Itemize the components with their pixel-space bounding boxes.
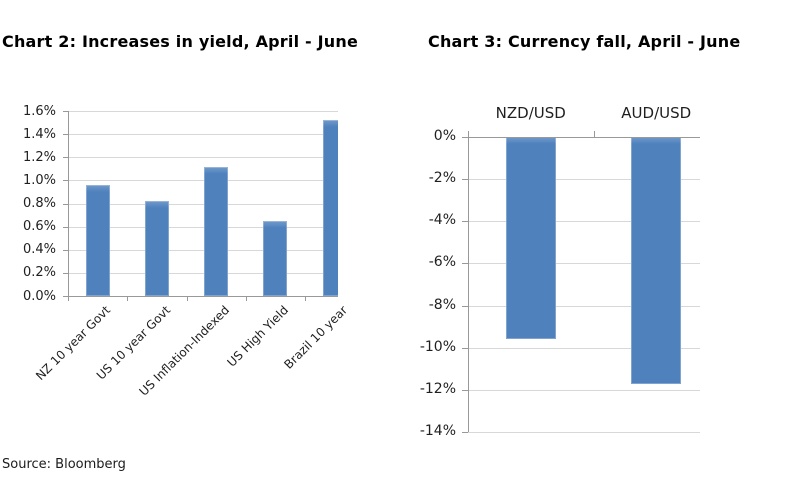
- y-axis-tick: [462, 137, 468, 138]
- y-axis-tick: [63, 249, 68, 251]
- gridline: [68, 111, 338, 112]
- y-axis-label: 1.0%: [22, 172, 56, 188]
- bar-us-high-yield: [263, 220, 288, 296]
- bar-nzd-usd: [505, 137, 556, 340]
- x-axis-tick: [245, 296, 247, 301]
- y-axis-label: 1.2%: [22, 149, 56, 165]
- y-axis-tick: [63, 203, 68, 205]
- y-axis: [468, 131, 469, 432]
- y-axis: [68, 111, 69, 301]
- gridline: [468, 305, 700, 307]
- y-axis-tick: [462, 389, 468, 391]
- gridline: [68, 134, 338, 136]
- y-axis-tick: [63, 180, 68, 182]
- y-axis-tick: [63, 134, 68, 136]
- y-axis-tick: [462, 221, 468, 223]
- y-axis-label: -2%: [428, 170, 456, 187]
- currency-chart-title: Chart 3: Currency fall, April - June: [428, 32, 741, 51]
- x-axis: [64, 296, 338, 297]
- y-axis-label: -8%: [428, 296, 456, 313]
- y-axis-label: 0.2%: [22, 265, 56, 281]
- y-axis-tick: [462, 305, 468, 307]
- gridline: [468, 221, 700, 223]
- y-axis-label: 1.4%: [22, 126, 56, 142]
- y-axis-tick: [462, 347, 468, 349]
- y-axis-tick: [63, 272, 68, 274]
- y-axis-label: -14%: [419, 423, 456, 439]
- category-label-nzd-usd: NZD/USD: [495, 104, 566, 122]
- x-axis-tick: [305, 296, 306, 301]
- y-axis-tick: [462, 432, 468, 433]
- y-axis-tick: [63, 111, 68, 112]
- y-axis-label: 0%: [433, 128, 456, 144]
- y-axis-tick: [63, 157, 68, 159]
- bar-us-inflation-indexed: [204, 166, 229, 296]
- gridline: [468, 389, 700, 391]
- gridline: [68, 226, 338, 228]
- gridline: [468, 347, 700, 349]
- gridline: [68, 157, 338, 159]
- bar-us-10-year-govt: [144, 201, 169, 296]
- category-separator-tick: [593, 131, 595, 137]
- gridline: [468, 263, 700, 265]
- y-axis-tick: [462, 179, 468, 181]
- y-axis-tick: [462, 263, 468, 265]
- y-axis-label: -10%: [419, 338, 456, 355]
- bar-nz-10-year-govt: [85, 185, 110, 296]
- y-axis-label: -6%: [428, 254, 456, 271]
- gridline: [68, 272, 338, 274]
- gridline: [68, 180, 338, 182]
- y-axis-label: 1.6%: [22, 103, 56, 119]
- category-label-aud-usd: AUD/USD: [621, 104, 692, 122]
- y-axis-label: -4%: [428, 212, 456, 229]
- bar-brazil-10-year: [322, 120, 338, 296]
- x-axis: [468, 137, 700, 138]
- currency-plot-area: [468, 137, 700, 432]
- source-note: Source: Bloomberg: [2, 457, 126, 472]
- y-axis-tick: [63, 296, 68, 297]
- y-axis-label: -12%: [419, 380, 456, 397]
- gridline: [68, 249, 338, 251]
- bar-aud-usd: [631, 137, 682, 384]
- y-axis-label: 0.8%: [22, 196, 56, 211]
- y-axis-label: 0.0%: [22, 288, 56, 304]
- gridline: [468, 179, 700, 181]
- y-axis-tick: [63, 226, 68, 228]
- x-axis-tick: [68, 296, 69, 301]
- yield-chart-title: Chart 2: Increases in yield, April - Jun…: [2, 32, 359, 51]
- y-axis-label: 0.6%: [22, 219, 56, 235]
- x-axis-tick: [186, 296, 188, 301]
- y-axis-label: 0.4%: [22, 242, 56, 258]
- gridline-bottom: [468, 432, 700, 433]
- yield-plot-area: [68, 111, 338, 296]
- gridline: [68, 203, 338, 205]
- x-axis-tick: [127, 296, 129, 301]
